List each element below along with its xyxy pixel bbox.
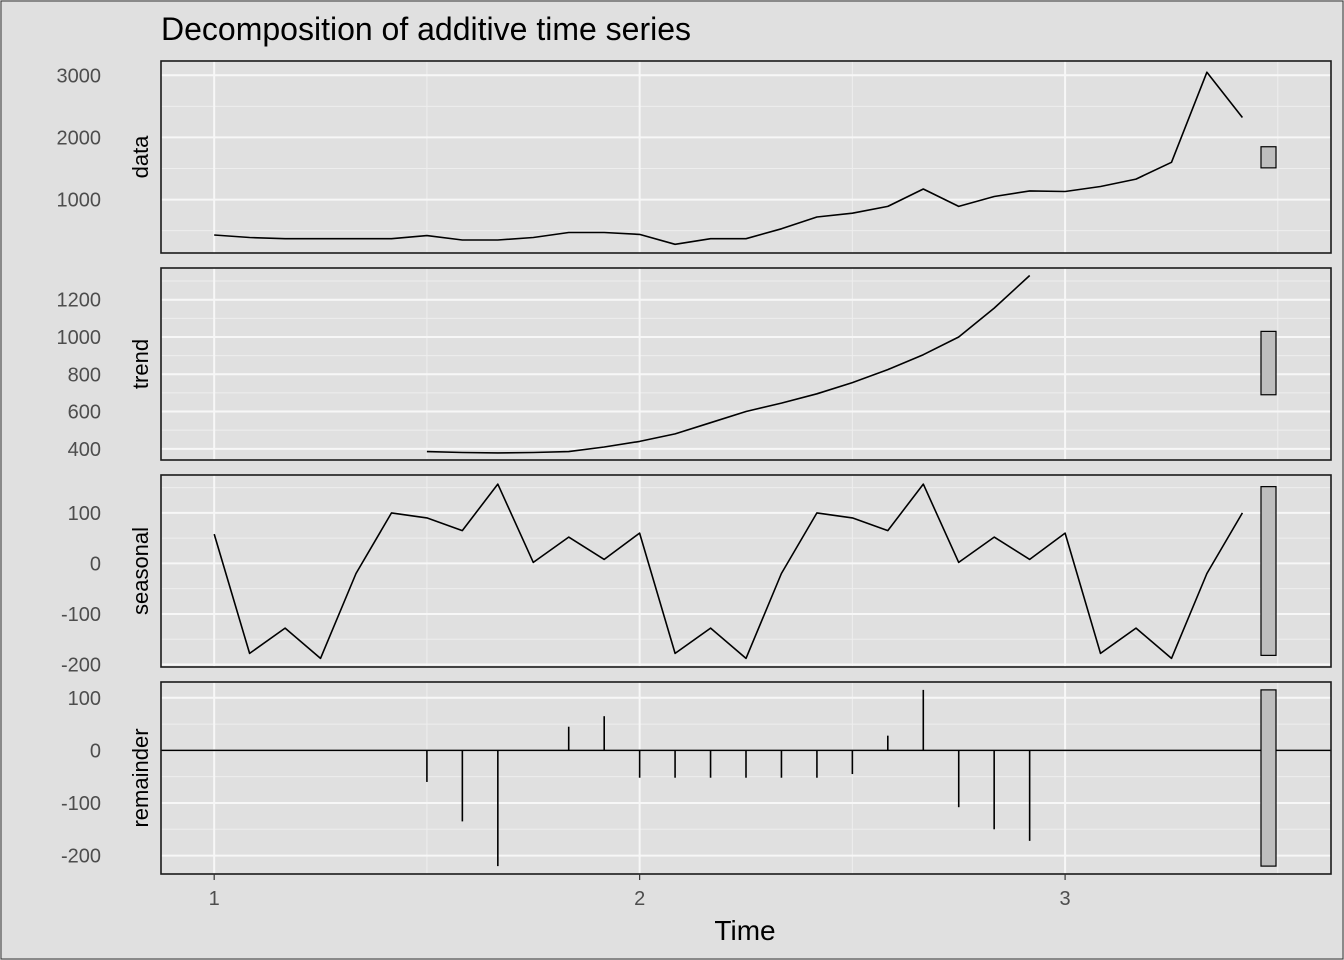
trend-y-tick-label: 400 <box>68 439 101 461</box>
data-y-tick-label: 1000 <box>57 190 102 212</box>
x-tick-label: 2 <box>634 888 645 910</box>
seasonal-y-tick-label: 100 <box>68 503 101 525</box>
data-scale-bar <box>1260 146 1277 169</box>
trend-scale-bar <box>1260 330 1277 396</box>
remainder-y-tick-label: 0 <box>90 740 101 762</box>
data-y-tick-label: 3000 <box>57 65 102 87</box>
seasonal-y-tick-label: -100 <box>61 604 101 626</box>
seasonal-y-tick-label: -200 <box>61 654 101 676</box>
seasonal-scale-bar <box>1260 486 1277 656</box>
seasonal-strip-label: seasonal <box>128 527 153 615</box>
remainder-panel-bg <box>161 682 1331 874</box>
remainder-y-tick-label: -200 <box>61 846 101 868</box>
trend-strip-label: trend <box>128 339 153 389</box>
x-tick-label: 3 <box>1060 888 1071 910</box>
remainder-panel-border <box>160 681 1332 875</box>
seasonal-series-line <box>213 483 1244 660</box>
remainder-y-tick-label: -100 <box>61 793 101 815</box>
data-panel-border <box>160 60 1332 254</box>
x-axis-title: Time <box>714 915 775 946</box>
trend-y-tick-label: 800 <box>68 364 101 386</box>
trend-panel-bg <box>161 268 1331 460</box>
seasonal-y-tick-label: 0 <box>90 553 101 575</box>
data-series-line <box>214 71 1244 246</box>
trend-y-tick-label: 1200 <box>57 290 102 312</box>
x-tick-label: 1 <box>209 888 220 910</box>
chart-title: Decomposition of additive time series <box>161 11 691 47</box>
trend-y-tick-label: 1000 <box>57 327 102 349</box>
panels-group: 100020003000data40060080010001200trend-2… <box>57 60 1332 910</box>
seasonal-panel-border <box>160 474 1332 668</box>
trend-panel-border <box>160 267 1332 461</box>
remainder-y-tick-label: 100 <box>68 688 101 710</box>
data-strip-label: data <box>128 135 153 179</box>
trend-series-line <box>426 274 1031 454</box>
trend-y-tick-label: 600 <box>68 402 101 424</box>
remainder-strip-label: remainder <box>128 728 153 827</box>
data-y-tick-label: 2000 <box>57 127 102 149</box>
data-panel-bg <box>161 61 1331 253</box>
remainder-scale-bar <box>1260 689 1277 867</box>
seasonal-panel-bg <box>161 475 1331 667</box>
